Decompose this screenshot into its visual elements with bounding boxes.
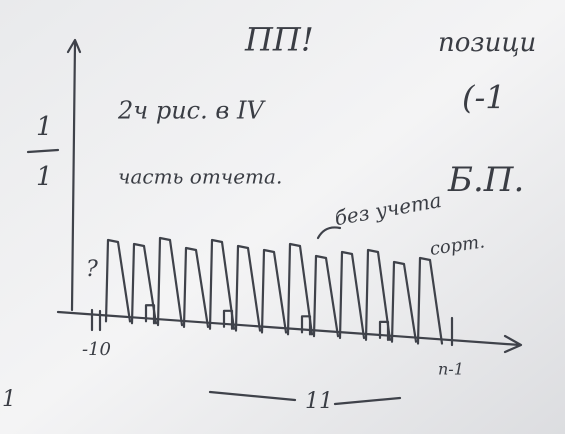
note: позици xyxy=(438,28,536,58)
sketch-bar xyxy=(416,256,444,345)
note: (-1 xyxy=(462,79,506,117)
sketch-bar xyxy=(208,238,236,330)
axis-label: n-1 xyxy=(438,360,464,379)
note: часть отчета. xyxy=(118,165,282,189)
small-bar xyxy=(222,309,234,330)
y-axis xyxy=(66,38,82,312)
sketch-bar xyxy=(338,250,366,340)
note: 2ч рис. в IV xyxy=(117,97,266,125)
sketch-bar xyxy=(156,236,184,327)
fraction-bar xyxy=(26,148,60,154)
small-bar xyxy=(300,315,312,336)
sketch-bar xyxy=(104,238,132,323)
sketch-bar xyxy=(234,244,262,332)
sketch-bar xyxy=(364,248,392,341)
sketch-bar xyxy=(130,242,158,325)
sketch-bar xyxy=(390,260,418,343)
note: Б.П. xyxy=(447,160,524,200)
sketch-bar xyxy=(182,246,210,329)
width-lines xyxy=(208,390,402,406)
fraction: 1 xyxy=(36,112,53,142)
small-bar xyxy=(378,320,390,341)
sketch-bar xyxy=(312,254,340,338)
note: 1 xyxy=(2,387,16,412)
bars xyxy=(104,236,444,345)
note: ? xyxy=(86,257,98,282)
fraction: 1 xyxy=(36,162,53,192)
axis-label: -10 xyxy=(82,339,111,360)
pointer xyxy=(316,226,342,240)
small-bar xyxy=(144,304,156,325)
sketch-bar xyxy=(286,242,314,336)
sketch-bar xyxy=(260,248,288,334)
width-label: 11 xyxy=(305,389,333,414)
note: ПП! xyxy=(244,21,314,59)
ticks xyxy=(90,308,454,347)
